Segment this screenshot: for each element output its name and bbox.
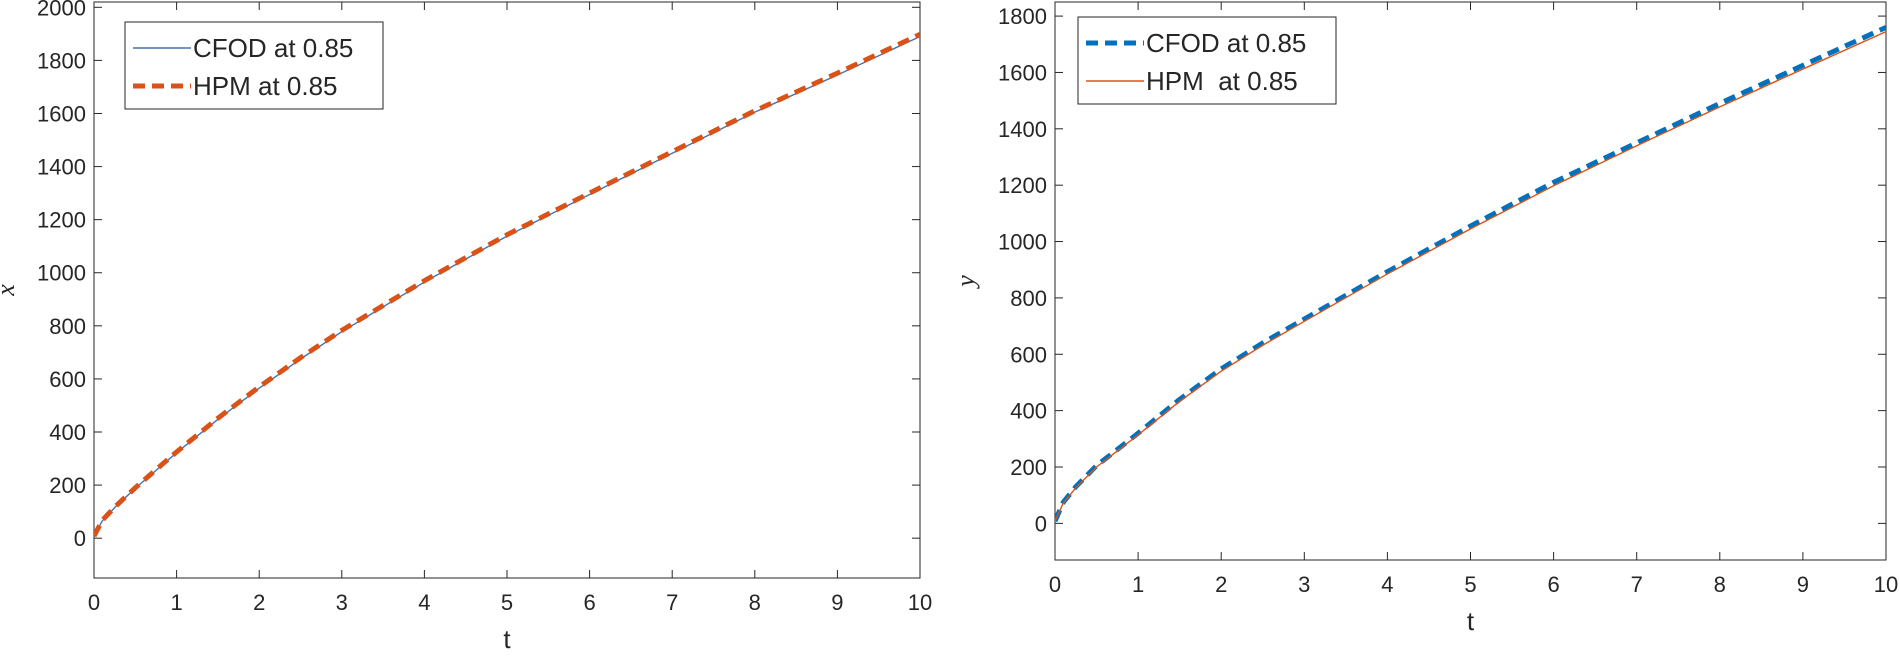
y-tick-label: 2000 xyxy=(37,0,86,20)
y-tick-label: 400 xyxy=(49,420,86,445)
x-tick-label: 10 xyxy=(1874,572,1898,597)
y-tick-label: 800 xyxy=(49,314,86,339)
y-tick-label: 1800 xyxy=(37,48,86,73)
x-tick-label: 7 xyxy=(666,590,678,615)
y-tick-label: 400 xyxy=(1010,399,1047,424)
y-tick-label: 200 xyxy=(1010,455,1047,480)
series-line xyxy=(94,32,920,538)
legend-entry: HPM at 0.85 xyxy=(1146,66,1298,96)
legend-box xyxy=(124,21,384,110)
x-tick-label: 5 xyxy=(501,590,513,615)
legend-box xyxy=(1077,16,1337,105)
x-tick-label: 1 xyxy=(1132,572,1144,597)
y-tick-label: 600 xyxy=(49,367,86,392)
x-tick-label: 4 xyxy=(418,590,430,615)
chart-y-vs-t: 0 1 2 3 4 5 6 7 8 9 10 0 200 400 600 800 1000 1200 1400 160… xyxy=(951,1,1898,636)
x-tick-label: 0 xyxy=(88,590,100,615)
series-line xyxy=(1055,25,1886,523)
x-tick-label: 6 xyxy=(1547,572,1559,597)
x-tick-label: 9 xyxy=(831,590,843,615)
x-tick-label: 2 xyxy=(253,590,265,615)
y-tick-label: 1400 xyxy=(998,117,1047,142)
y-tick-label: 800 xyxy=(1010,286,1047,311)
x-tick-label: 8 xyxy=(749,590,761,615)
chart-x-vs-t: 0 1 2 3 4 5 6 7 8 9 10 0 200 400 600 800 1000 1200 1400 160… xyxy=(0,0,932,654)
legend-entry: CFOD at 0.85 xyxy=(1146,28,1306,58)
x-axis-label: t xyxy=(1467,606,1475,636)
y-tick-label: 1200 xyxy=(37,208,86,233)
x-tick-label: 2 xyxy=(1215,572,1227,597)
y-tick-label: 1800 xyxy=(998,4,1047,29)
y-axis-label: x xyxy=(0,284,20,297)
legend: CFOD at 0.85 HPM at 0.85 xyxy=(1077,16,1337,105)
y-tick-label: 1200 xyxy=(998,173,1047,198)
y-tick-label: 1600 xyxy=(37,101,86,126)
x-tick-label: 9 xyxy=(1797,572,1809,597)
legend-entry: HPM at 0.85 xyxy=(193,71,338,101)
x-tick-label: 10 xyxy=(908,590,932,615)
y-axis-label: y xyxy=(951,275,980,290)
x-axis-label: t xyxy=(503,624,511,654)
y-tick-label: 1600 xyxy=(998,60,1047,85)
series-line xyxy=(1055,30,1886,522)
y-tick-label: 0 xyxy=(1035,511,1047,536)
x-tick-label: 6 xyxy=(583,590,595,615)
y-tick-label: 1000 xyxy=(37,261,86,286)
x-tick-label: 0 xyxy=(1049,572,1061,597)
y-tick-label: 200 xyxy=(49,473,86,498)
legend: CFOD at 0.85 HPM at 0.85 xyxy=(124,21,384,110)
x-tick-label: 4 xyxy=(1381,572,1393,597)
y-tick-label: 1400 xyxy=(37,155,86,180)
legend-entry: CFOD at 0.85 xyxy=(193,33,353,63)
x-tick-label: 3 xyxy=(336,590,348,615)
x-tick-label: 7 xyxy=(1631,572,1643,597)
x-tick-label: 3 xyxy=(1298,572,1310,597)
y-tick-label: 0 xyxy=(74,526,86,551)
x-tick-label: 1 xyxy=(170,590,182,615)
y-tick-label: 1000 xyxy=(998,230,1047,255)
x-tick-label: 8 xyxy=(1714,572,1726,597)
x-tick-label: 5 xyxy=(1464,572,1476,597)
y-tick-label: 600 xyxy=(1010,342,1047,367)
